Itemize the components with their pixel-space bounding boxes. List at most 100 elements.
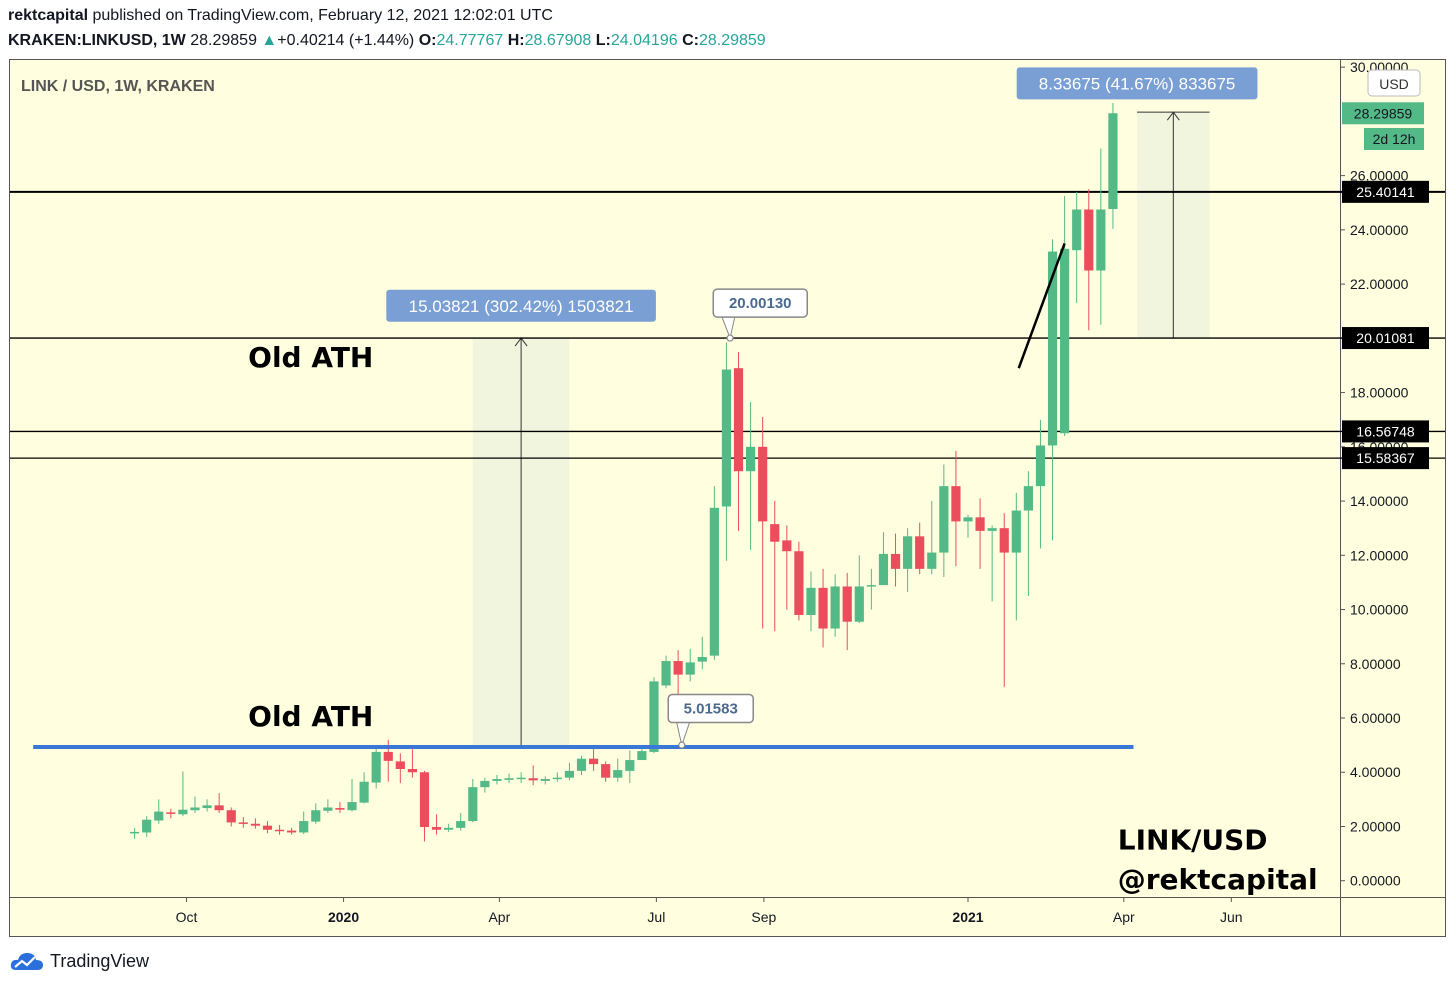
candle-body	[130, 831, 140, 834]
candle-body	[359, 781, 369, 803]
candle-body	[516, 777, 526, 780]
old-ath-label: Old ATH	[248, 700, 373, 733]
publisher-name[interactable]: rektcapital	[8, 7, 89, 24]
candle	[419, 770, 430, 842]
candle	[1023, 471, 1033, 596]
callout-anchor	[678, 741, 686, 749]
candle-body	[540, 779, 550, 781]
candle-body	[733, 368, 744, 472]
measure-label-box	[1016, 67, 1258, 100]
candle-body	[782, 540, 792, 552]
published-text: published on TradingView.com, February 1…	[92, 7, 553, 24]
candle-body	[1084, 209, 1094, 271]
candle	[999, 513, 1009, 687]
candle-body	[951, 486, 961, 522]
candle-body	[347, 802, 357, 811]
candle-body	[576, 758, 587, 771]
y-tick-label: 2.00000	[1350, 818, 1401, 834]
candle	[154, 799, 164, 824]
low-label: L:	[595, 32, 611, 49]
candle-body	[190, 807, 200, 811]
candle-body	[444, 827, 454, 830]
candle	[540, 776, 550, 785]
candle	[866, 568, 876, 610]
candle-body	[1060, 248, 1070, 434]
candle	[842, 572, 852, 651]
candle	[661, 655, 671, 689]
candle-body	[287, 830, 297, 833]
candle-body	[1072, 209, 1082, 251]
y-tick-label: 6.00000	[1350, 710, 1401, 726]
candle	[854, 555, 864, 624]
candle-body	[915, 536, 925, 569]
candle-body	[685, 662, 695, 675]
candle	[178, 771, 188, 817]
candle	[794, 541, 804, 621]
candle-body	[637, 751, 647, 761]
currency-badge	[1367, 69, 1421, 97]
x-tick-label: Jul	[647, 909, 665, 925]
candle-body	[806, 587, 816, 615]
candle	[456, 812, 466, 831]
candle	[903, 528, 913, 592]
price-axis-label-box	[1342, 102, 1424, 125]
candle-body	[854, 586, 864, 622]
candle	[347, 779, 357, 812]
candle	[588, 746, 599, 771]
candle-body	[770, 524, 780, 542]
candle-body	[1011, 510, 1021, 553]
open-value: 24.77767	[436, 32, 504, 49]
candle-body	[214, 805, 224, 811]
tradingview-footer[interactable]: TradingView	[10, 950, 149, 972]
candle-body	[625, 760, 635, 771]
x-tick-label: 2021	[952, 909, 983, 925]
candle-body	[142, 819, 152, 833]
price-axis-label: 28.29859	[1354, 105, 1413, 121]
candle	[721, 342, 732, 561]
high-value: 28.67908	[524, 32, 592, 49]
candle	[190, 796, 200, 813]
candle	[939, 464, 949, 577]
candle-body	[202, 805, 212, 809]
candle	[806, 571, 816, 632]
candle	[468, 779, 478, 823]
candle	[915, 522, 925, 575]
candle	[746, 402, 756, 550]
candle	[287, 827, 297, 835]
candle-body	[1108, 113, 1118, 209]
symbol-name: KRAKEN:LINKUSD, 1W	[8, 32, 186, 49]
candle	[552, 772, 562, 782]
candle-body	[274, 829, 285, 832]
candle-body	[250, 823, 260, 826]
candle-body	[1096, 209, 1106, 271]
callout-box	[667, 693, 754, 724]
candlestick-chart[interactable]: 0.00000 2.00000 4.00000 6.00000 8.00000 10.00…	[9, 59, 1446, 937]
candle-body	[226, 810, 236, 823]
low-value: 24.04196	[610, 32, 678, 49]
time-scale-area	[9, 897, 1340, 937]
candle-body	[504, 778, 514, 780]
candle	[142, 816, 152, 837]
measure-label-box	[386, 289, 656, 322]
price-axis-label-box	[1342, 447, 1429, 470]
candle	[166, 808, 176, 819]
candle-body	[613, 770, 623, 778]
candle	[395, 753, 405, 784]
candle	[299, 811, 309, 835]
candle-body	[166, 812, 176, 814]
candle	[1035, 419, 1046, 549]
candle-body	[371, 751, 381, 783]
candle-body	[999, 528, 1009, 553]
candle	[951, 450, 961, 567]
price-scale-area	[1340, 59, 1446, 937]
candle-body	[927, 552, 937, 569]
candle	[1060, 195, 1070, 436]
high-label: H:	[507, 32, 525, 49]
x-tick-label: Jun	[1220, 909, 1243, 925]
candle	[576, 755, 587, 775]
candle-body	[407, 768, 417, 773]
candle	[878, 532, 889, 586]
candle-body	[890, 553, 901, 569]
candle-body	[649, 681, 659, 752]
plot-area	[9, 59, 1340, 897]
